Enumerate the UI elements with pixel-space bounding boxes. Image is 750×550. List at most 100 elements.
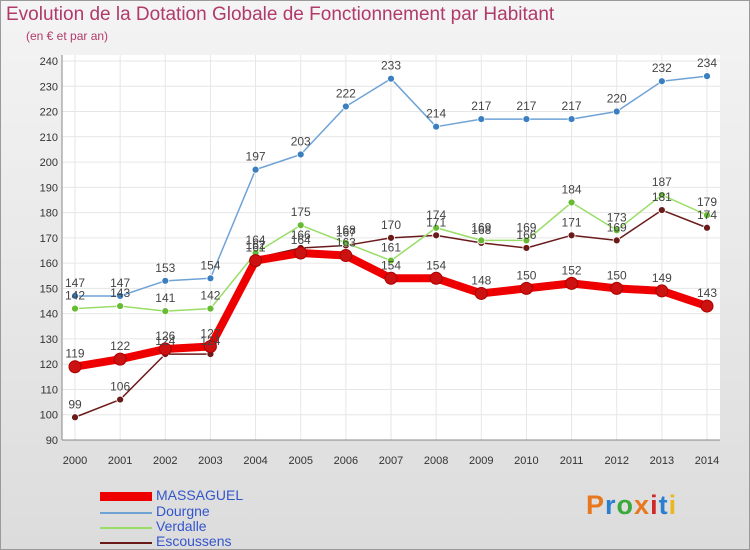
data-label: 217 <box>471 99 491 113</box>
data-label: 127 <box>200 327 220 341</box>
data-label: 168 <box>336 223 356 237</box>
data-point-escoussens <box>567 231 576 240</box>
logo-letter: o <box>616 490 635 520</box>
data-label: 154 <box>200 258 220 272</box>
data-point-verdalle <box>703 211 711 220</box>
data-label: 171 <box>426 215 446 229</box>
data-point-massaguel <box>339 249 353 263</box>
data-label: 150 <box>516 268 536 282</box>
data-label: 214 <box>426 107 446 121</box>
data-label: 154 <box>381 258 401 272</box>
y-tick-label: 200 <box>40 157 58 169</box>
data-label: 153 <box>155 261 175 275</box>
x-tick-label: 2001 <box>108 455 132 467</box>
data-point-escoussens <box>116 395 125 404</box>
data-label: 154 <box>426 258 446 272</box>
logo-letter: i <box>668 490 678 520</box>
x-tick-label: 2010 <box>514 455 538 467</box>
data-point-massaguel <box>249 254 263 268</box>
data-point-escoussens <box>522 244 531 252</box>
data-label: 233 <box>381 59 401 73</box>
data-point-escoussens <box>432 231 441 240</box>
data-label: 166 <box>516 228 536 242</box>
data-point-massaguel <box>68 360 82 374</box>
y-tick-label: 220 <box>40 107 58 119</box>
data-label: 119 <box>65 347 84 361</box>
x-tick-label: 2007 <box>379 455 403 467</box>
data-point-dourgne <box>567 115 576 124</box>
data-label: 106 <box>110 380 130 394</box>
x-tick-label: 2013 <box>650 455 674 467</box>
data-point-massaguel <box>700 299 714 313</box>
y-tick-label: 110 <box>40 384 58 396</box>
data-label: 164 <box>246 233 266 247</box>
legend-swatch <box>100 492 152 501</box>
data-point-massaguel <box>429 271 443 285</box>
data-point-verdalle <box>161 307 170 316</box>
data-point-dourgne <box>387 74 395 83</box>
data-label: 147 <box>110 276 130 290</box>
legend-label: Dourgne <box>156 503 210 519</box>
y-tick-label: 210 <box>40 132 58 144</box>
data-point-massaguel <box>203 340 217 354</box>
legend-swatch <box>100 542 152 544</box>
data-point-massaguel <box>474 286 488 300</box>
data-label: 169 <box>471 220 491 234</box>
x-tick-label: 2002 <box>153 455 177 467</box>
data-label: 169 <box>607 220 627 234</box>
data-label: 149 <box>652 271 672 285</box>
data-point-verdalle <box>387 256 395 265</box>
data-point-verdalle <box>116 302 125 310</box>
data-point-verdalle <box>206 304 215 313</box>
data-label: 126 <box>155 329 175 343</box>
data-point-verdalle <box>296 221 305 230</box>
y-tick-label: 150 <box>40 283 58 295</box>
data-point-dourgne <box>161 276 170 285</box>
x-tick-label: 2012 <box>604 455 628 467</box>
x-tick-label: 2009 <box>469 455 493 467</box>
y-tick-label: 160 <box>40 258 58 270</box>
x-tick-label: 2003 <box>198 455 222 467</box>
data-label: 220 <box>607 92 627 106</box>
data-label: 184 <box>562 182 582 196</box>
y-tick-label: 130 <box>40 334 58 346</box>
data-point-escoussens <box>657 206 666 214</box>
data-point-verdalle <box>522 236 531 245</box>
x-tick-label: 2005 <box>288 455 312 467</box>
legend-swatch <box>100 512 152 514</box>
data-point-dourgne <box>296 150 305 159</box>
data-point-escoussens <box>703 223 711 232</box>
chart-subtitle: (en € et par an) <box>26 29 109 43</box>
data-point-dourgne <box>206 274 215 283</box>
data-label: 170 <box>381 218 401 232</box>
data-label: 169 <box>516 220 536 234</box>
data-label: 171 <box>562 215 582 229</box>
x-tick-label: 2004 <box>243 455 267 467</box>
data-point-verdalle <box>657 191 666 199</box>
data-point-dourgne <box>341 102 350 111</box>
data-label: 141 <box>155 291 175 305</box>
legend-swatch <box>100 527 152 529</box>
data-point-escoussens <box>71 413 79 422</box>
data-label: 124 <box>155 334 175 348</box>
data-point-dourgne <box>522 115 531 124</box>
data-label: 181 <box>652 190 672 204</box>
y-tick-label: 120 <box>40 359 58 371</box>
data-label: 203 <box>291 134 311 148</box>
data-label: 150 <box>607 268 627 282</box>
data-label: 143 <box>697 286 717 300</box>
y-tick-label: 240 <box>40 56 58 68</box>
data-point-massaguel <box>655 284 669 298</box>
legend-label: Verdalle <box>156 518 207 534</box>
data-point-dourgne <box>612 107 621 116</box>
data-point-verdalle <box>477 236 486 245</box>
data-point-verdalle <box>71 304 79 313</box>
data-label: 161 <box>246 241 266 255</box>
data-label: 164 <box>291 233 311 247</box>
y-tick-label: 100 <box>40 410 58 422</box>
data-point-verdalle <box>341 239 350 247</box>
data-point-escoussens <box>612 236 621 245</box>
data-label: 167 <box>336 225 356 239</box>
data-label: 168 <box>471 223 491 237</box>
